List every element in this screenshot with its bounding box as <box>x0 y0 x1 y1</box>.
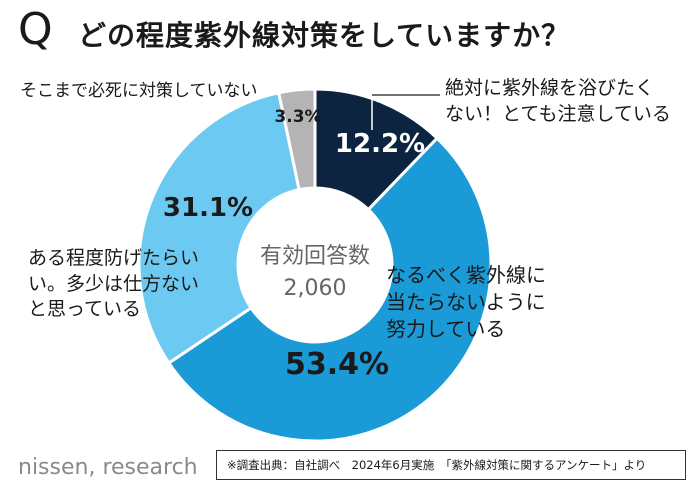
slice-label-minimal: そこまで必死に対策していない <box>20 81 258 101</box>
value-label-effort: 53.4% <box>285 347 389 382</box>
slice-label-effort: なるべく紫外線に 当たらないように 努力している <box>386 263 546 341</box>
slice-label-moderate: ある程度防げたらい い。多少は仕方ない と思っている <box>28 247 200 321</box>
slice-effort <box>166 136 493 443</box>
slice-minimal <box>276 87 317 192</box>
slice-label-strict: 絶対に紫外線を浴びたく ない！とても注意している <box>445 77 671 125</box>
value-label-strict: 12.2% <box>335 129 425 159</box>
center-label: 有効回答数 <box>260 244 370 269</box>
slice-moderate <box>137 90 301 366</box>
question-mark-q: Q <box>18 4 53 55</box>
value-label-moderate: 31.1% <box>163 193 253 223</box>
source-note: ※調査出典：自社調べ 2024年6月実施 「紫外線対策に関するアンケート」より <box>216 450 686 480</box>
value-label-minimal: 3.3% <box>274 107 321 127</box>
brand-logo: nissen, research <box>18 455 198 480</box>
center-value: 2,060 <box>284 276 347 301</box>
chart-title: どの程度紫外線対策をしていますか？ <box>78 19 571 52</box>
